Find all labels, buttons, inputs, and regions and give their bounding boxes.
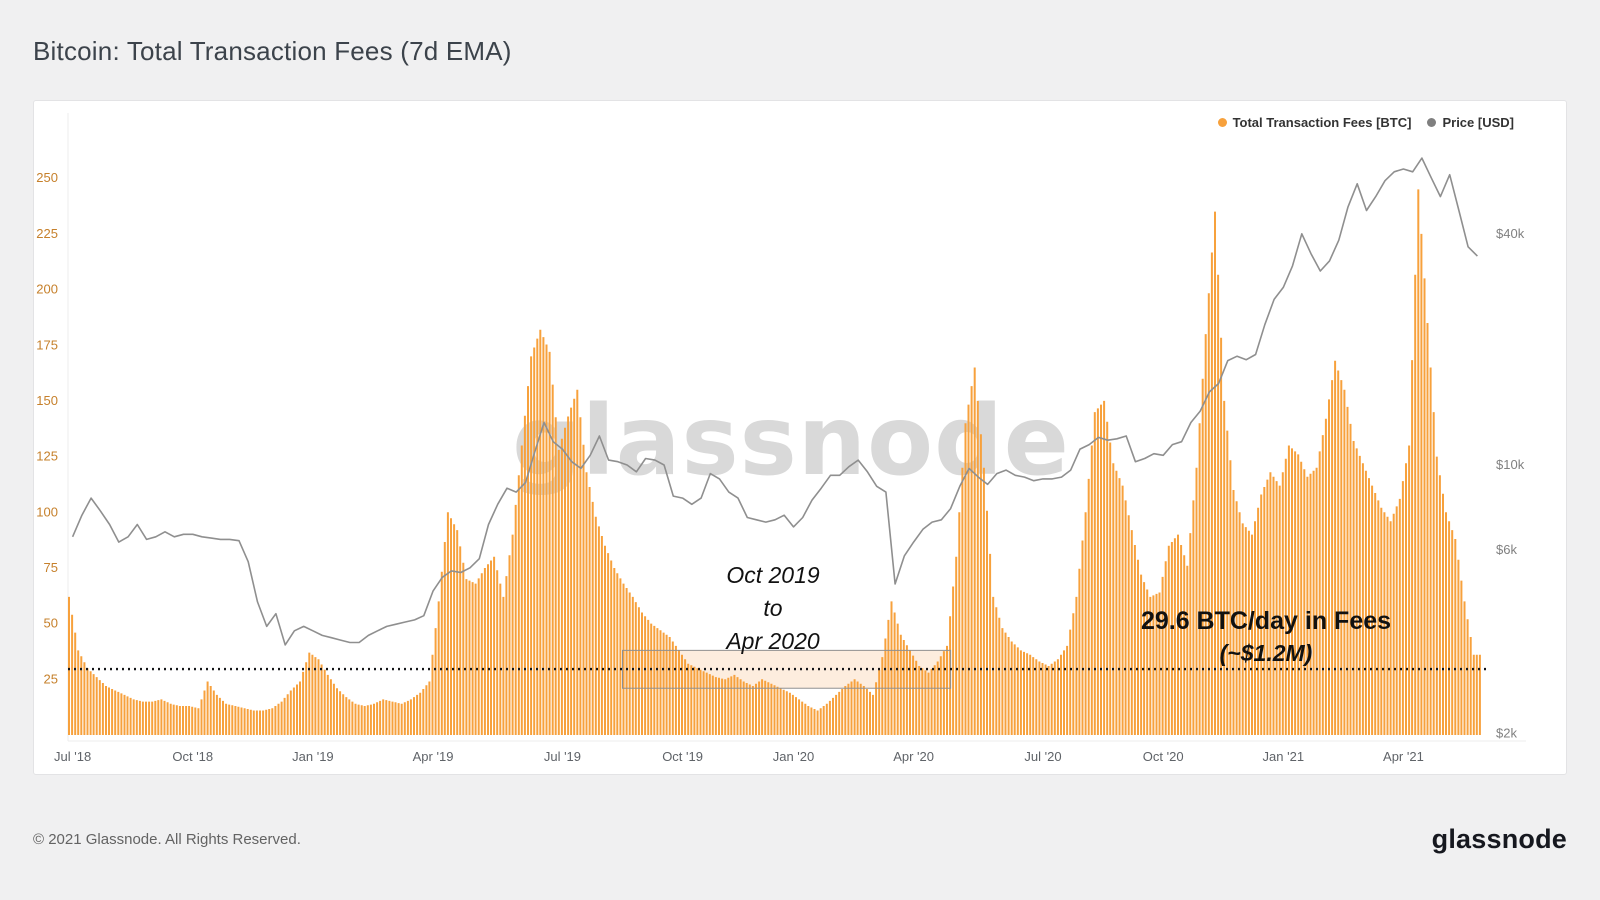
chart-card: glassnode 25 50 75 100 125 150 175 200 225 250 $2k…: [33, 100, 1567, 775]
right-axis-tick: $10k: [1496, 457, 1525, 472]
left-axis-tick: 50: [44, 616, 58, 631]
fee-callout-usd: (~$1.2M): [1219, 640, 1313, 666]
copyright-text: © 2021 Glassnode. All Rights Reserved.: [33, 831, 301, 848]
x-axis-tick: Jan '19: [292, 749, 334, 764]
x-axis-tick: Jan '20: [773, 749, 815, 764]
left-axis-tick: 200: [36, 282, 58, 297]
x-axis-tick: Jul '20: [1024, 749, 1061, 764]
annotation-fee-callout: 29.6 BTC/day in Fees (~$1.2M): [1141, 607, 1391, 667]
price-series-dot: [1427, 118, 1437, 127]
annotation-range-line1: Oct 2019: [726, 562, 820, 588]
left-axis-tick: 150: [36, 393, 58, 408]
right-axis-tick: $40k: [1496, 226, 1525, 241]
glassnode-watermark: glassnode: [512, 385, 1070, 497]
legend-item-price[interactable]: Price [USD]: [1427, 115, 1514, 130]
left-axis-tick: 25: [44, 671, 58, 686]
fees-bars: [68, 189, 1481, 735]
annotation-range-label: Oct 2019 to Apr 2020: [726, 559, 819, 658]
left-axis-tick: 100: [36, 504, 58, 519]
x-axis-tick: Jul '19: [544, 749, 581, 764]
left-axis-tick: 125: [36, 449, 58, 464]
page-footer: © 2021 Glassnode. All Rights Reserved. g…: [33, 824, 1567, 855]
fees-series-dot: [1217, 118, 1227, 127]
fees-series-label: Total Transaction Fees [BTC]: [1232, 115, 1412, 130]
x-axis-tick: Oct '19: [662, 749, 703, 764]
x-axis-tick: Apr '20: [893, 749, 934, 764]
highlight-box-fill: [622, 650, 951, 689]
fee-callout-amount: 29.6 BTC/day in Fees: [1140, 607, 1392, 635]
price-line: [71, 157, 1478, 646]
left-axis-tick: 175: [36, 337, 58, 352]
x-axis-tick: Oct '18: [172, 749, 213, 764]
legend-item-fees[interactable]: Total Transaction Fees [BTC]: [1217, 115, 1412, 130]
right-axis-tick: $6k: [1496, 542, 1517, 557]
left-axis-tick: 225: [36, 226, 58, 241]
left-axis-tick: 250: [36, 170, 58, 185]
x-axis-tick: Oct '20: [1143, 749, 1184, 764]
chart-legend: Total Transaction Fees [BTC] Price [USD]: [1217, 115, 1514, 130]
chart-plot-area[interactable]: 25 50 75 100 125 150 175 200 225 250 $2k $6k $10k $40…: [34, 101, 1568, 776]
x-axis-tick: Jan '21: [1263, 749, 1305, 764]
x-axis-tick: Apr '19: [413, 749, 454, 764]
right-axis-tick: $2k: [1496, 725, 1517, 740]
x-axis-tick: Jul '18: [54, 749, 91, 764]
page-title: Bitcoin: Total Transaction Fees (7d EMA): [33, 36, 512, 66]
annotation-range-line3: Apr 2020: [726, 628, 820, 654]
price-series-label: Price [USD]: [1442, 115, 1514, 130]
glassnode-logo[interactable]: glassnode: [1431, 824, 1567, 854]
left-axis-tick: 75: [44, 560, 58, 575]
x-axis-tick: Apr '21: [1383, 749, 1424, 764]
annotation-range-line2: to: [763, 595, 783, 621]
